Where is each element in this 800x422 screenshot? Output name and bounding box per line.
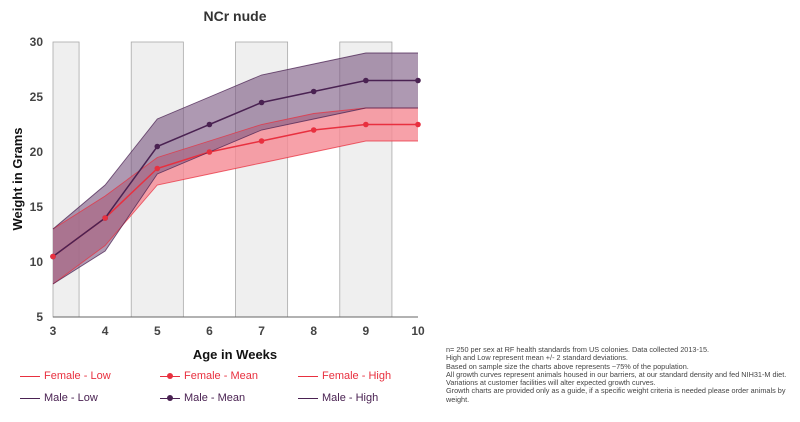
legend-marker-dot: [160, 371, 180, 381]
female-mean-point-10: [415, 121, 421, 128]
legend-marker-line: [298, 371, 318, 381]
legend-item: Female - Mean: [160, 370, 258, 382]
footnote-line: Growth charts are provided only as a gui…: [446, 386, 786, 404]
y-tick-label: 20: [30, 145, 44, 159]
footnotes: n= 250 per sex at RF health standards fr…: [446, 345, 796, 404]
x-tick-label: 6: [206, 324, 213, 338]
y-axis-label: Weight in Grams: [10, 127, 25, 230]
range-bands: [53, 53, 418, 284]
y-tick-label: 5: [36, 310, 43, 324]
female-mean-line: [52, 123, 418, 258]
female-mean-point-9: [363, 121, 369, 128]
legend-item: Male - Low: [20, 392, 98, 404]
legend-item: Male - Mean: [160, 392, 245, 404]
x-tick-label: 4: [102, 324, 109, 338]
male-low-line: [52, 107, 418, 285]
female-mean-point-7: [258, 138, 265, 144]
legend-label: Female - Mean: [184, 370, 258, 382]
male-mean-point-7: [258, 99, 265, 106]
footnote-line: High and Low represent mean +/- 2 standa…: [446, 353, 628, 363]
growth-chart: 5 10 15 20 25 30 3 4 5 6 7 8 9 10 NCr nude Age in Wee…: [10, 8, 425, 362]
y-tick-label: 10: [30, 255, 44, 269]
female-high-line: [52, 107, 418, 230]
legend-item: Male - High: [298, 392, 378, 404]
footnote-line: Based on sample size the charts above re…: [446, 361, 689, 371]
female-low-line: [52, 140, 418, 285]
male-mean-line: [52, 79, 418, 258]
legend-item: Female - High: [298, 370, 391, 382]
footnote-line: All growth curves represent animals hous…: [446, 369, 787, 388]
y-tick-label: 15: [30, 200, 44, 214]
x-axis-label: Age in Weeks: [193, 347, 277, 362]
x-tick-label: 8: [310, 324, 317, 338]
x-tick-label: 3: [50, 324, 57, 338]
male-high-line: [52, 52, 418, 230]
male-range-band: [53, 53, 418, 284]
chart-title: NCr nude: [204, 8, 267, 24]
legend-marker-line: [298, 393, 318, 403]
series-lines: [52, 52, 418, 285]
legend-label: Female - Low: [44, 370, 111, 382]
legend-label: Male - High: [322, 392, 379, 404]
y-tick-label: 30: [30, 35, 44, 49]
legend-marker-dot: [160, 393, 180, 403]
female-mean-point-8: [310, 127, 317, 133]
legend-label: Male - Mean: [184, 392, 246, 404]
legend-label: Female - High: [322, 370, 392, 382]
series-points: [50, 77, 421, 260]
female-mean-point-5: [154, 165, 161, 172]
male-mean-point-8: [310, 88, 317, 95]
y-tick-label: 25: [30, 90, 44, 104]
legend-marker-line: [20, 371, 40, 381]
legend-marker-line: [20, 393, 40, 403]
x-tick-label: 10: [411, 324, 425, 338]
male-mean-point-5: [154, 143, 161, 150]
x-tick-label: 5: [154, 324, 161, 338]
x-tick-label: 7: [258, 324, 265, 338]
male-mean-point-9: [363, 77, 369, 84]
male-mean-point-10: [415, 77, 421, 84]
male-mean-point-6: [206, 121, 213, 128]
legend-label: Male - Low: [44, 392, 98, 404]
female-mean-point-6: [206, 149, 213, 155]
footnote-line: n= 250 per sex at RF health standards fr…: [446, 345, 710, 354]
female-mean-point-4: [102, 215, 108, 221]
legend-item: Female - Low: [20, 370, 111, 382]
female-mean-point-3: [50, 253, 56, 260]
x-tick-label: 9: [363, 324, 370, 338]
tick-labels: 5 10 15 20 25 30 3 4 5 6 7 8 9 10: [30, 35, 425, 338]
